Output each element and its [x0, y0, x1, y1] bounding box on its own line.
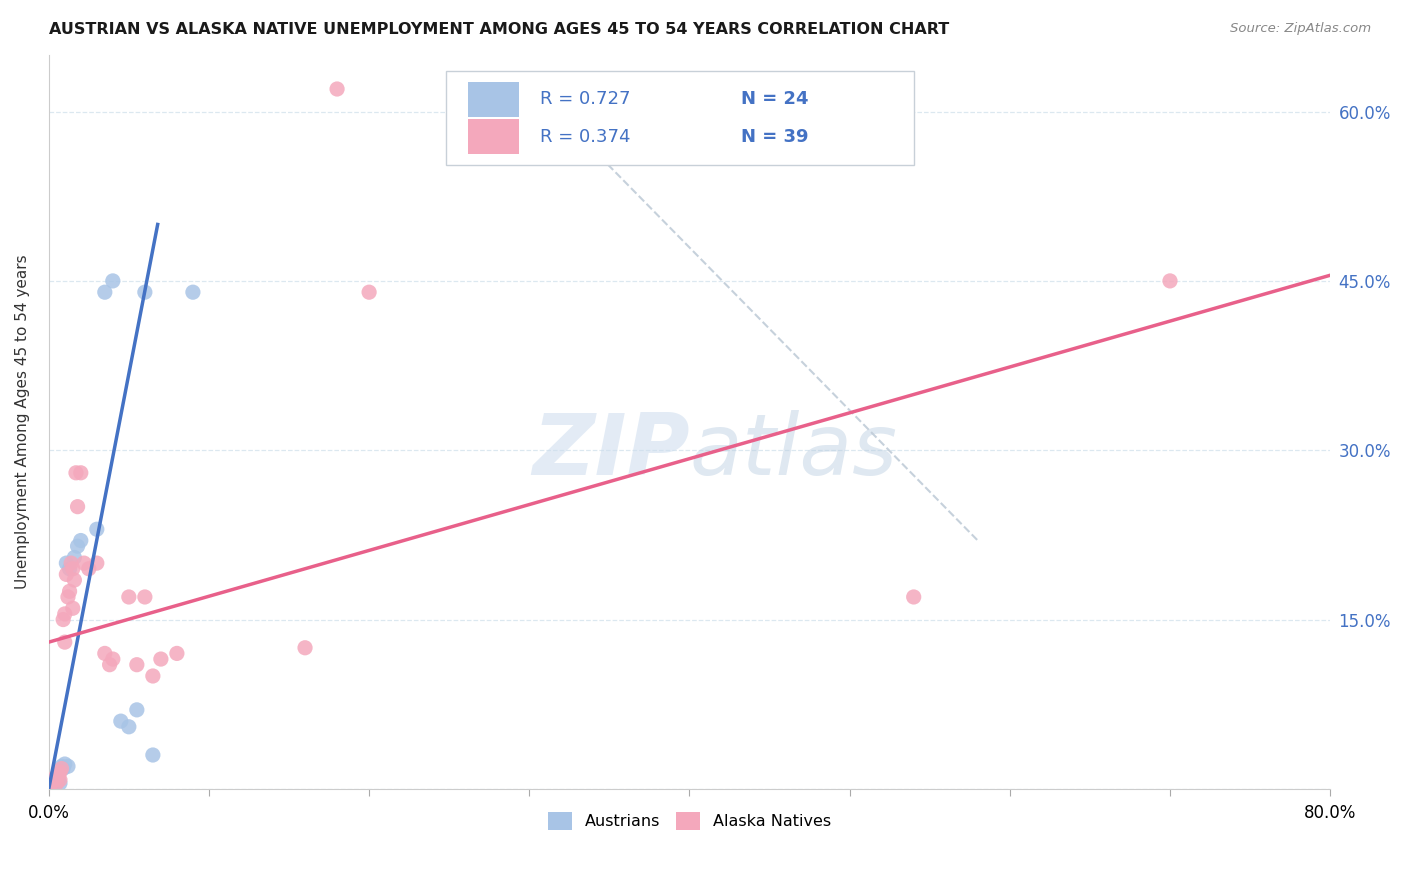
Point [53, 607, 76, 621]
Point [49, 772, 72, 787]
Point [53, 757, 76, 772]
Point [53, 635, 76, 649]
Point [98, 657, 121, 672]
Point [66, 539, 89, 553]
Point [65, 466, 87, 480]
Point [52, 613, 75, 627]
Point [134, 590, 156, 604]
Point [86, 556, 108, 570]
Point [134, 285, 156, 300]
Point [94, 285, 117, 300]
Text: ZIP: ZIP [531, 409, 689, 493]
Point [58, 562, 80, 576]
Point [48, 772, 70, 787]
Point [42, 776, 65, 790]
Point [56, 590, 79, 604]
Point [55, 556, 77, 570]
Point [44, 771, 66, 785]
Text: R = 0.374: R = 0.374 [540, 128, 630, 145]
FancyBboxPatch shape [468, 119, 519, 154]
Point [60, 556, 83, 570]
Point [94, 647, 117, 661]
Point [903, 590, 925, 604]
Text: Source: ZipAtlas.com: Source: ZipAtlas.com [1230, 22, 1371, 36]
Point [48, 768, 70, 782]
Point [63, 573, 86, 587]
Point [110, 714, 132, 728]
Text: N = 39: N = 39 [741, 128, 808, 145]
Point [294, 640, 316, 655]
Text: R = 0.727: R = 0.727 [540, 90, 630, 108]
Point [51, 762, 73, 776]
Point [125, 703, 148, 717]
Point [45, 775, 67, 789]
Point [52, 762, 75, 776]
Point [51, 759, 73, 773]
Point [49, 776, 72, 790]
Point [49, 764, 72, 779]
Point [166, 647, 188, 661]
Point [39, 777, 62, 791]
Point [142, 747, 165, 762]
Text: atlas: atlas [689, 409, 897, 493]
Point [77, 562, 100, 576]
Point [44, 774, 66, 789]
Point [66, 500, 89, 514]
Point [125, 657, 148, 672]
Legend: Austrians, Alaska Natives: Austrians, Alaska Natives [541, 805, 838, 836]
Point [101, 652, 124, 666]
Point [181, 285, 204, 300]
Point [149, 652, 172, 666]
Point [62, 601, 84, 615]
Text: N = 24: N = 24 [741, 90, 808, 108]
Point [45, 776, 67, 790]
Text: AUSTRIAN VS ALASKA NATIVE UNEMPLOYMENT AMONG AGES 45 TO 54 YEARS CORRELATION CHA: AUSTRIAN VS ALASKA NATIVE UNEMPLOYMENT A… [49, 22, 949, 37]
FancyBboxPatch shape [468, 81, 519, 117]
Point [41, 775, 63, 789]
Point [55, 567, 77, 582]
Point [63, 550, 86, 565]
Point [1159, 274, 1181, 288]
Point [101, 274, 124, 288]
Point [86, 522, 108, 536]
Point [326, 82, 349, 96]
Point [118, 590, 141, 604]
Point [359, 285, 381, 300]
Y-axis label: Unemployment Among Ages 45 to 54 years: Unemployment Among Ages 45 to 54 years [15, 255, 30, 590]
FancyBboxPatch shape [446, 71, 914, 165]
Point [56, 759, 79, 773]
Point [41, 777, 63, 791]
Point [69, 533, 91, 548]
Point [73, 556, 96, 570]
Point [58, 584, 80, 599]
Point [69, 466, 91, 480]
Point [118, 720, 141, 734]
Point [42, 772, 65, 787]
Point [62, 562, 84, 576]
Point [142, 669, 165, 683]
